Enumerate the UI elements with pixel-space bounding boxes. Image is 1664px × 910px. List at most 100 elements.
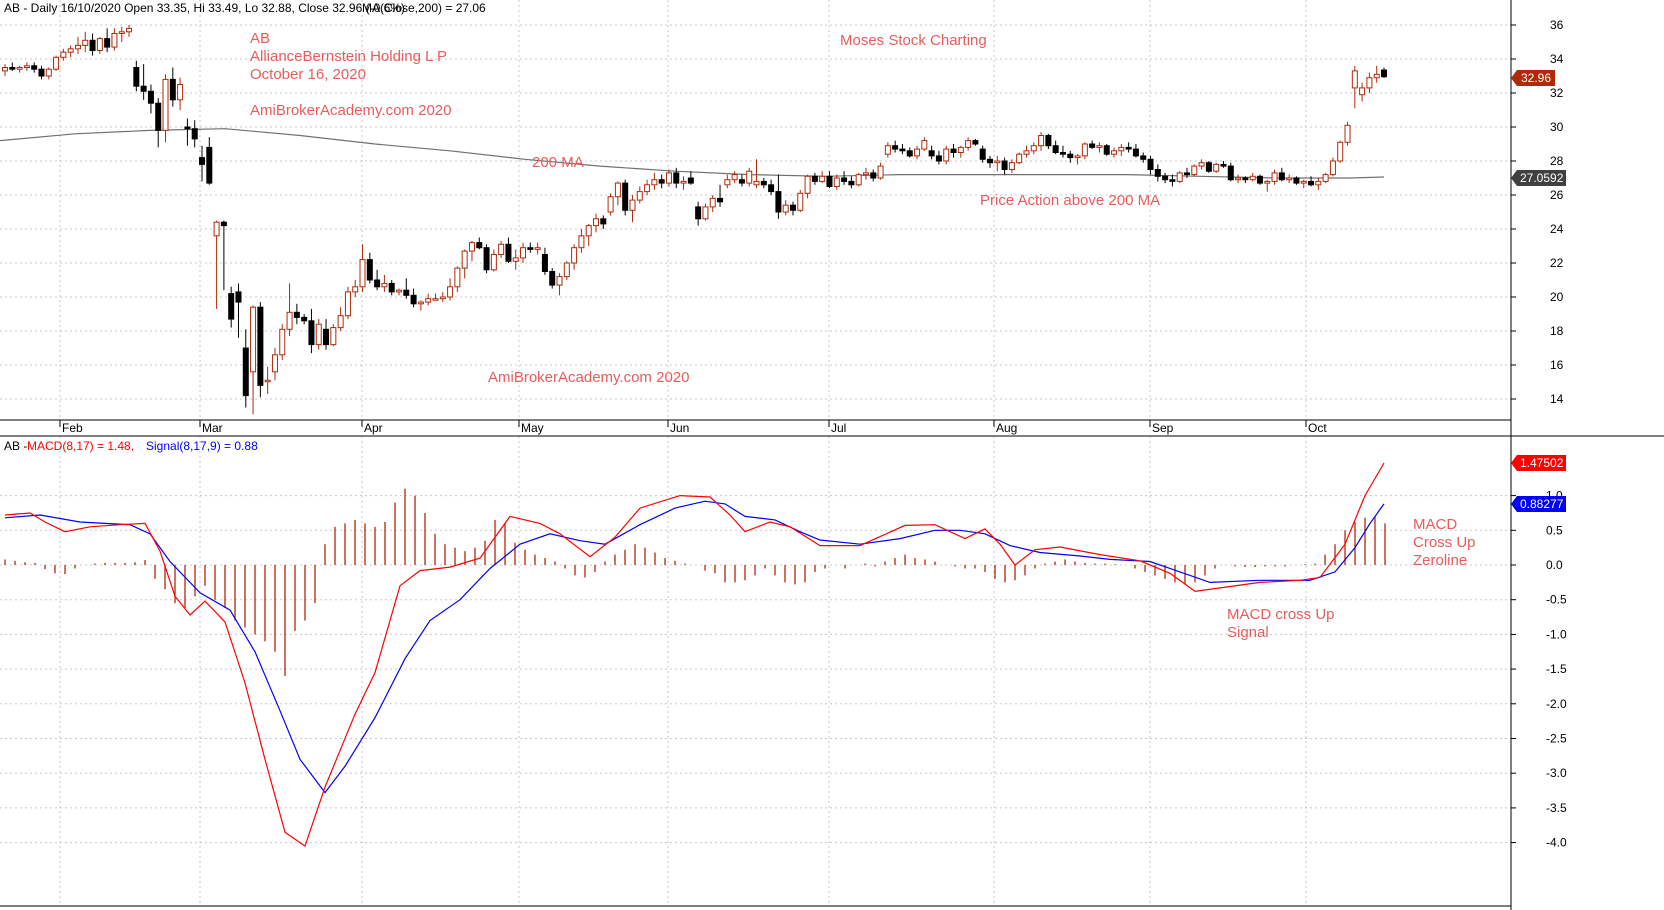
candle	[1344, 121, 1351, 146]
candle-body	[133, 67, 140, 87]
candle	[1381, 67, 1387, 79]
candle-body	[1132, 148, 1139, 157]
candle	[53, 55, 60, 71]
candle	[841, 171, 848, 185]
candle-body	[162, 78, 169, 131]
candle-body	[972, 140, 979, 145]
candle-body	[366, 259, 373, 281]
candle	[1308, 176, 1315, 187]
candle-body	[330, 327, 337, 346]
candle-body	[1001, 160, 1008, 170]
candle	[1052, 140, 1059, 155]
month-tick-label: Jul	[831, 421, 846, 435]
annotation-date: October 16, 2020	[250, 66, 366, 83]
candle-body	[9, 67, 16, 70]
candle	[658, 174, 665, 189]
candle-body	[1198, 162, 1205, 167]
candle-body	[38, 68, 45, 77]
candle-body	[1008, 162, 1015, 170]
candle	[1169, 174, 1176, 187]
candle	[468, 240, 475, 262]
candle-body	[140, 85, 147, 92]
candle-body	[746, 170, 753, 184]
candle-body	[1169, 179, 1176, 182]
candle-body	[82, 39, 89, 46]
candle-body	[1067, 153, 1074, 159]
candle-body	[242, 347, 249, 397]
candlestick-series	[2, 25, 1387, 415]
candle-body	[1344, 124, 1351, 143]
candle-body	[1366, 77, 1373, 89]
candle-body	[417, 301, 424, 305]
annotation-brand: Moses Stock Charting	[840, 32, 987, 49]
candle	[848, 176, 855, 189]
candle	[228, 286, 235, 328]
candle	[972, 138, 979, 146]
annotation-macd-signal-line2: Signal	[1227, 624, 1269, 641]
candle	[571, 244, 578, 270]
candle-body	[1329, 160, 1336, 176]
candle-body	[96, 38, 103, 51]
candle	[366, 252, 373, 284]
candle-body	[593, 218, 599, 227]
candle	[242, 329, 249, 408]
candle-body	[1315, 180, 1322, 186]
macd-tick-label: -1.0	[1546, 627, 1567, 641]
macd-tick-label: -3.5	[1546, 801, 1567, 815]
candle	[731, 171, 738, 184]
candle-body	[425, 298, 432, 303]
signal-value-badge-text: 0.88277	[1520, 497, 1564, 511]
candle-body	[987, 158, 993, 164]
candle	[541, 247, 548, 275]
candle-body	[374, 279, 381, 288]
candle	[1359, 82, 1366, 102]
candle	[724, 174, 731, 189]
candle	[1111, 147, 1118, 158]
candle	[884, 142, 891, 158]
candle	[264, 366, 271, 394]
candle	[1366, 72, 1373, 93]
annotation-macd-zero-line2: Cross Up	[1413, 534, 1476, 551]
candle-body	[199, 157, 205, 165]
candle-body	[16, 67, 23, 70]
candle-body	[760, 180, 767, 186]
candle-body	[965, 140, 972, 148]
candle-body	[439, 296, 446, 300]
candle-body	[636, 191, 643, 201]
macd-header: MACD(8,17) = 1.48,	[27, 439, 134, 453]
signal-line	[4, 500, 1385, 794]
candle	[67, 45, 74, 58]
candle	[220, 220, 227, 291]
candle	[833, 174, 840, 190]
candle-body	[126, 27, 133, 33]
candle-body	[826, 175, 833, 188]
candle	[1067, 150, 1074, 163]
month-tick-label: Mar	[202, 421, 223, 435]
candle-body	[541, 254, 548, 272]
candle	[271, 348, 278, 381]
candle-body	[315, 323, 322, 346]
candle-body	[687, 177, 694, 184]
month-tick-label: Sep	[1152, 421, 1174, 435]
candle-body	[921, 140, 928, 150]
candle	[549, 268, 556, 289]
close-price-badge: 32.96	[1511, 70, 1555, 86]
candle-body	[67, 48, 74, 53]
candle	[607, 193, 614, 216]
candle-body	[498, 243, 505, 256]
candle-body	[74, 44, 81, 50]
candle-body	[695, 206, 702, 220]
candle	[593, 213, 599, 233]
candle-body	[1264, 180, 1271, 184]
annotation-macd-signal-line1: MACD cross Up	[1227, 606, 1335, 623]
candle	[31, 62, 38, 73]
price-tick-label: 20	[1550, 290, 1564, 304]
candle-body	[534, 247, 541, 250]
candle-body	[943, 148, 950, 162]
candle-body	[1176, 172, 1183, 182]
candle	[1059, 145, 1066, 158]
candle-body	[906, 150, 913, 157]
candle-body	[1300, 180, 1307, 184]
axis-tick-labels: 14 16 18 20 22 24 26 28 30 32 34 36 -4.0 -3.5 -3.0 -2.5…	[62, 18, 1567, 850]
